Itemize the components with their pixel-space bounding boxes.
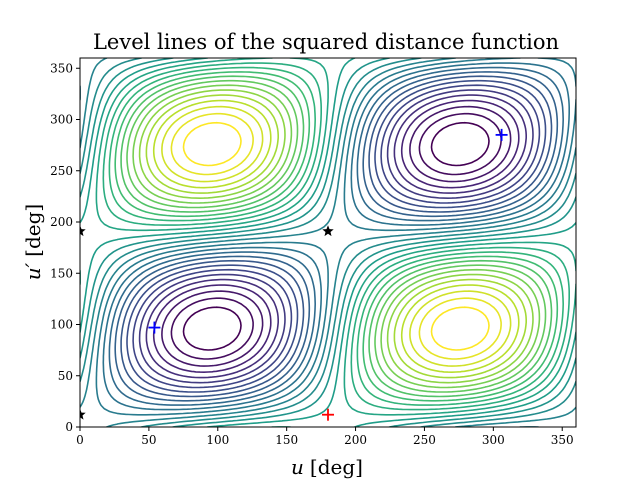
x-tick-label: 50 [141,433,156,447]
y-axis-unit: [deg] [21,204,45,257]
contour-level [108,66,564,406]
y-axis-ticks: 0 50 100 150 200 250 300 350 [50,61,80,434]
contour-level [80,58,576,427]
y-tick-label: 150 [50,266,73,280]
x-tick-label: 150 [275,433,298,447]
y-tick-label: 100 [50,318,73,332]
contour-level [138,89,534,384]
y-tick-label: 50 [58,369,73,383]
contour-level [145,94,527,379]
contour-level [126,79,547,393]
x-tick-label: 300 [482,433,505,447]
maximum-plus-marker [322,408,334,421]
minimum-plus-marker [495,128,508,141]
y-tick-label: 250 [50,164,73,178]
contour-level [108,66,564,406]
contour-level [152,99,520,373]
x-axis-unit: [deg] [310,455,363,479]
contour-level [145,94,527,379]
critical-point-markers [80,128,508,421]
saddle-star-marker [80,408,86,420]
x-tick-label: 100 [206,433,229,447]
contour-level [161,105,512,367]
x-axis-ticks: 0 50 100 150 200 250 300 350 [76,427,574,447]
contour-level [114,71,559,402]
y-tick-label: 200 [50,215,73,229]
x-tick-label: 250 [413,433,436,447]
x-tick-label: 200 [344,433,367,447]
contour-level [132,84,541,389]
plot-frame [79,57,577,428]
y-axis-variable: u′ [21,262,45,280]
minimum-plus-marker [148,321,161,334]
x-axis-variable: u [291,455,304,479]
y-tick-label: 350 [50,61,73,75]
contour-level [170,112,502,360]
x-tick-label: 0 [76,433,84,447]
x-axis-label: u [deg] [291,455,363,479]
saddle-star-marker [322,225,334,237]
contour-level [102,62,570,411]
contour-level [132,84,541,389]
y-tick-label: 0 [65,420,73,434]
contour-level [152,99,520,373]
contour-level [182,121,490,351]
contour-level [170,112,502,360]
x-tick-label: 350 [551,433,574,447]
contour-lines [80,58,576,427]
y-axis-label: u′ [deg] [21,204,45,280]
contour-level [102,62,570,411]
y-tick-label: 300 [50,113,73,127]
contour-level [114,71,559,402]
contour-level [120,75,553,398]
saddle-star-marker [80,225,86,237]
contour-level [138,89,534,384]
contour-level [120,75,553,398]
chart-title: Level lines of the squared distance func… [93,30,559,54]
contour-level [126,79,547,393]
contour-level [182,121,490,351]
contour-level [161,105,512,367]
contour-level [80,58,576,427]
